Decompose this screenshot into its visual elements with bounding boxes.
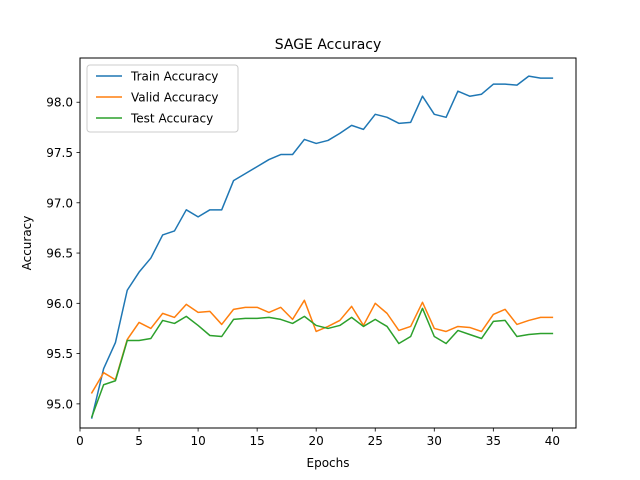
y-tick-label: 95.0 (46, 397, 73, 411)
legend-label-test-accuracy: Test Accuracy (130, 112, 213, 126)
x-tick-label: 5 (135, 434, 143, 448)
x-axis: 0 5 10 15 20 25 30 35 40 (76, 428, 560, 448)
x-tick-label: 35 (486, 434, 501, 448)
x-tick-label: 10 (190, 434, 205, 448)
series-line-test-accuracy (90, 307, 554, 418)
x-tick-label: 25 (368, 434, 383, 448)
plot-frame (79, 57, 577, 429)
y-tick-label: 97.0 (46, 196, 73, 210)
y-axis: 95.0 95.5 96.0 96.5 97.0 97.5 98.0 (46, 96, 80, 411)
series-layer (90, 75, 554, 419)
y-tick-label: 96.0 (46, 297, 73, 311)
x-axis-label: Epochs (307, 456, 350, 470)
y-tick-label: 95.5 (46, 347, 73, 361)
x-tick-label: 0 (76, 434, 84, 448)
x-tick-label: 20 (309, 434, 324, 448)
legend-box (86, 64, 239, 133)
y-tick-label: 96.5 (46, 247, 73, 261)
legend: Train Accuracy Valid Accuracy Test Accurac… (86, 64, 239, 133)
x-tick-label: 15 (250, 434, 265, 448)
y-tick-label: 98.0 (46, 96, 73, 110)
chart-title: SAGE Accuracy (275, 37, 382, 53)
y-axis-label: Accuracy (20, 216, 34, 271)
y-tick-label: 97.5 (46, 146, 73, 160)
series-line-train-accuracy (90, 75, 554, 419)
legend-label-train-accuracy: Train Accuracy (130, 70, 218, 84)
x-tick-label: 30 (427, 434, 442, 448)
series-line-valid-accuracy (90, 299, 554, 394)
x-tick-label: 40 (545, 434, 560, 448)
legend-label-valid-accuracy: Valid Accuracy (131, 91, 219, 105)
